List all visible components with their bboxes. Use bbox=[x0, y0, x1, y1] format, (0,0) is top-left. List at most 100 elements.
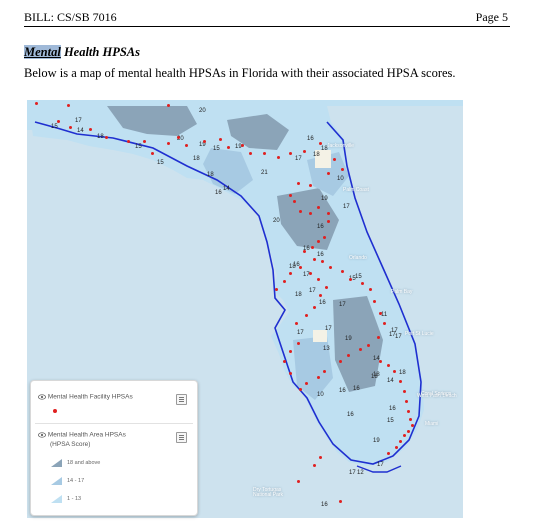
facility-hpsa-dot[interactable] bbox=[35, 102, 38, 105]
facility-hpsa-dot[interactable] bbox=[361, 282, 364, 285]
facility-hpsa-dot[interactable] bbox=[323, 236, 326, 239]
facility-hpsa-dot[interactable] bbox=[313, 258, 316, 261]
facility-hpsa-dot[interactable] bbox=[57, 120, 60, 123]
facility-hpsa-dot[interactable] bbox=[321, 260, 324, 263]
facility-hpsa-dot[interactable] bbox=[289, 372, 292, 375]
layer-menu-icon[interactable] bbox=[176, 432, 187, 443]
facility-hpsa-dot[interactable] bbox=[143, 140, 146, 143]
facility-hpsa-dot[interactable] bbox=[319, 456, 322, 459]
facility-hpsa-dot[interactable] bbox=[309, 212, 312, 215]
facility-hpsa-dot[interactable] bbox=[305, 314, 308, 317]
facility-hpsa-dot[interactable] bbox=[69, 126, 72, 129]
facility-hpsa-dot[interactable] bbox=[329, 266, 332, 269]
facility-hpsa-dot[interactable] bbox=[327, 172, 330, 175]
eye-icon[interactable] bbox=[38, 393, 46, 401]
facility-hpsa-dot[interactable] bbox=[105, 136, 108, 139]
facility-hpsa-dot[interactable] bbox=[227, 146, 230, 149]
facility-hpsa-dot[interactable] bbox=[311, 246, 314, 249]
facility-hpsa-dot[interactable] bbox=[203, 140, 206, 143]
facility-hpsa-dot[interactable] bbox=[339, 360, 342, 363]
facility-hpsa-dot[interactable] bbox=[303, 250, 306, 253]
facility-hpsa-dot[interactable] bbox=[299, 388, 302, 391]
facility-hpsa-dot[interactable] bbox=[379, 360, 382, 363]
facility-hpsa-dot[interactable] bbox=[297, 182, 300, 185]
legend-facility-row[interactable]: Mental Health Facility HPSAs bbox=[38, 393, 133, 401]
facility-hpsa-dot[interactable] bbox=[403, 390, 406, 393]
facility-hpsa-dot[interactable] bbox=[327, 212, 330, 215]
facility-hpsa-dot[interactable] bbox=[333, 158, 336, 161]
facility-hpsa-dot[interactable] bbox=[407, 410, 410, 413]
facility-hpsa-dot[interactable] bbox=[67, 104, 70, 107]
facility-hpsa-dot[interactable] bbox=[377, 336, 380, 339]
facility-hpsa-dot[interactable] bbox=[339, 500, 342, 503]
facility-hpsa-dot[interactable] bbox=[369, 288, 372, 291]
facility-hpsa-dot[interactable] bbox=[185, 144, 188, 147]
facility-hpsa-dot[interactable] bbox=[325, 286, 328, 289]
facility-hpsa-dot[interactable] bbox=[277, 156, 280, 159]
facility-hpsa-dot[interactable] bbox=[367, 344, 370, 347]
layer-menu-icon[interactable] bbox=[176, 394, 187, 405]
facility-hpsa-dot[interactable] bbox=[313, 464, 316, 467]
facility-hpsa-dot[interactable] bbox=[341, 168, 344, 171]
facility-hpsa-dot[interactable] bbox=[387, 452, 390, 455]
facility-hpsa-dot[interactable] bbox=[313, 306, 316, 309]
facility-hpsa-dot[interactable] bbox=[309, 272, 312, 275]
facility-hpsa-dot[interactable] bbox=[283, 360, 286, 363]
facility-hpsa-dot[interactable] bbox=[399, 380, 402, 383]
facility-hpsa-dot[interactable] bbox=[299, 266, 302, 269]
facility-hpsa-dot[interactable] bbox=[167, 142, 170, 145]
facility-hpsa-dot[interactable] bbox=[303, 150, 306, 153]
facility-hpsa-dot[interactable] bbox=[411, 424, 414, 427]
facility-hpsa-dot[interactable] bbox=[409, 418, 412, 421]
facility-hpsa-dot[interactable] bbox=[317, 206, 320, 209]
facility-hpsa-dot[interactable] bbox=[177, 136, 180, 139]
facility-hpsa-dot[interactable] bbox=[295, 322, 298, 325]
facility-hpsa-dot[interactable] bbox=[263, 152, 266, 155]
facility-hpsa-dot[interactable] bbox=[319, 294, 322, 297]
facility-hpsa-dot[interactable] bbox=[383, 322, 386, 325]
facility-hpsa-dot[interactable] bbox=[305, 382, 308, 385]
facility-hpsa-dot[interactable] bbox=[309, 184, 312, 187]
facility-hpsa-dot[interactable] bbox=[299, 210, 302, 213]
facility-hpsa-dot[interactable] bbox=[219, 138, 222, 141]
facility-hpsa-dot[interactable] bbox=[167, 104, 170, 107]
facility-hpsa-dot[interactable] bbox=[341, 270, 344, 273]
facility-hpsa-dot[interactable] bbox=[289, 350, 292, 353]
facility-hpsa-dot[interactable] bbox=[327, 220, 330, 223]
facility-hpsa-dot[interactable] bbox=[89, 128, 92, 131]
facility-hpsa-dot[interactable] bbox=[393, 370, 396, 373]
facility-hpsa-dot[interactable] bbox=[283, 280, 286, 283]
facility-hpsa-dot[interactable] bbox=[317, 278, 320, 281]
eye-icon[interactable] bbox=[38, 431, 46, 439]
facility-hpsa-dot[interactable] bbox=[297, 342, 300, 345]
facility-hpsa-dot[interactable] bbox=[241, 144, 244, 147]
facility-hpsa-dot[interactable] bbox=[323, 370, 326, 373]
facility-hpsa-dot[interactable] bbox=[407, 430, 410, 433]
facility-hpsa-dot[interactable] bbox=[289, 272, 292, 275]
facility-hpsa-dot[interactable] bbox=[289, 194, 292, 197]
facility-hpsa-dot[interactable] bbox=[317, 376, 320, 379]
facility-hpsa-dot[interactable] bbox=[405, 400, 408, 403]
facility-hpsa-dot[interactable] bbox=[289, 152, 292, 155]
facility-hpsa-dot[interactable] bbox=[293, 200, 296, 203]
hpsa-map[interactable]: 20 15 17 14 18 15 20 19 15 19 18 15 18 16 18 21 17 18 10 16… bbox=[27, 100, 463, 518]
hpsa-score-label: 19 bbox=[235, 144, 242, 150]
facility-hpsa-dot[interactable] bbox=[297, 480, 300, 483]
legend-area-row[interactable]: Mental Health Area HPSAs bbox=[38, 431, 126, 439]
facility-hpsa-dot[interactable] bbox=[373, 300, 376, 303]
facility-hpsa-dot[interactable] bbox=[127, 140, 130, 143]
facility-hpsa-dot[interactable] bbox=[359, 348, 362, 351]
facility-hpsa-dot[interactable] bbox=[349, 278, 352, 281]
facility-hpsa-dot[interactable] bbox=[275, 288, 278, 291]
hpsa-score-label: 14 bbox=[223, 186, 230, 192]
facility-hpsa-dot[interactable] bbox=[317, 240, 320, 243]
facility-hpsa-dot[interactable] bbox=[249, 152, 252, 155]
facility-hpsa-dot[interactable] bbox=[395, 446, 398, 449]
facility-hpsa-dot[interactable] bbox=[403, 434, 406, 437]
facility-hpsa-dot[interactable] bbox=[319, 142, 322, 145]
facility-hpsa-dot[interactable] bbox=[387, 364, 390, 367]
facility-hpsa-dot[interactable] bbox=[151, 152, 154, 155]
facility-hpsa-dot[interactable] bbox=[399, 440, 402, 443]
facility-hpsa-dot[interactable] bbox=[379, 312, 382, 315]
facility-hpsa-dot[interactable] bbox=[347, 354, 350, 357]
